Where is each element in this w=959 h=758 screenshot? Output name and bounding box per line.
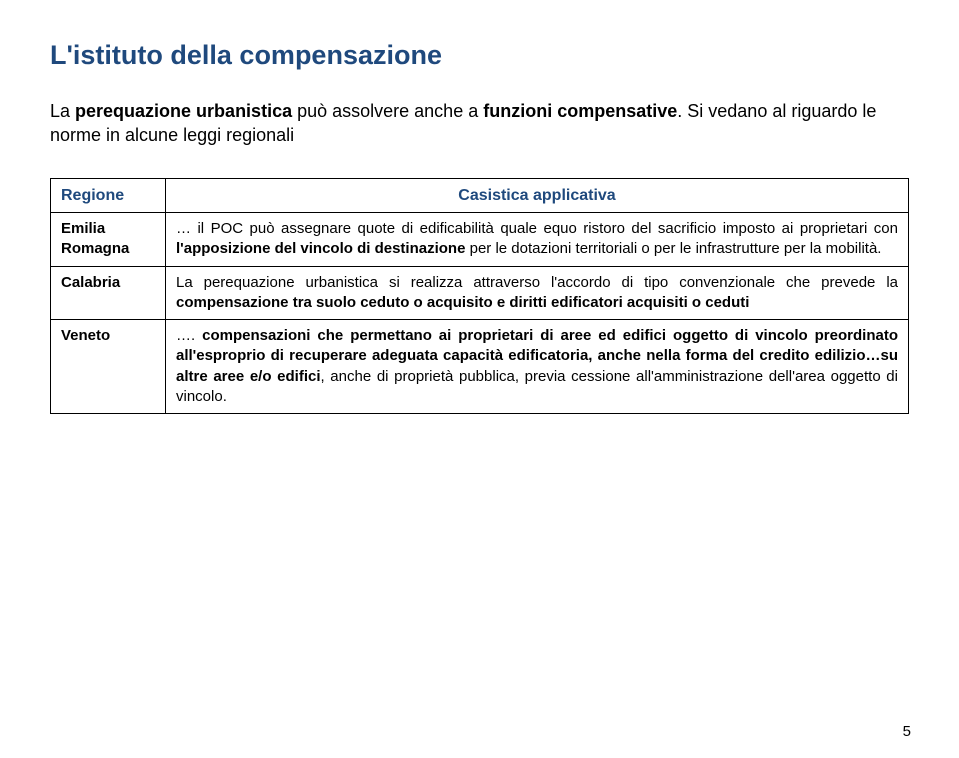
row-text-pre: … il POC può assegnare quote di edificab… bbox=[176, 220, 898, 237]
table-row: Veneto …. compensazioni che permettano a… bbox=[51, 320, 909, 414]
header-casistica: Casistica applicativa bbox=[166, 178, 909, 213]
cell-region: Emilia Romagna bbox=[51, 213, 166, 267]
row-text-pre: …. bbox=[176, 327, 202, 344]
intro-paragraph: La perequazione urbanistica può assolver… bbox=[50, 99, 909, 148]
intro-mid: può assolvere anche a bbox=[292, 101, 483, 121]
row-text-bold1: l'apposizione del vincolo di destinazion… bbox=[176, 240, 465, 257]
table-header-row: Regione Casistica applicativa bbox=[51, 178, 909, 213]
table-row: Emilia Romagna … il POC può assegnare qu… bbox=[51, 213, 909, 267]
page-title: L'istituto della compensazione bbox=[50, 40, 909, 71]
cell-content: … il POC può assegnare quote di edificab… bbox=[166, 213, 909, 267]
row-text-pre: La perequazione urbanistica si realizza … bbox=[176, 274, 898, 291]
cell-content: La perequazione urbanistica si realizza … bbox=[166, 266, 909, 320]
cell-region: Veneto bbox=[51, 320, 166, 414]
cell-content: …. compensazioni che permettano ai propr… bbox=[166, 320, 909, 414]
intro-bold-2: funzioni compensative bbox=[483, 101, 677, 121]
intro-pre: La bbox=[50, 101, 75, 121]
cell-region: Calabria bbox=[51, 266, 166, 320]
header-region: Regione bbox=[51, 178, 166, 213]
row-text-bold1: compensazione tra suolo ceduto o acquisi… bbox=[176, 294, 749, 311]
row-text-mid1: per le dotazioni territoriali o per le i… bbox=[465, 240, 881, 257]
page-number: 5 bbox=[903, 723, 911, 740]
intro-bold-1: perequazione urbanistica bbox=[75, 101, 292, 121]
content-table: Regione Casistica applicativa Emilia Rom… bbox=[50, 178, 909, 415]
table-row: Calabria La perequazione urbanistica si … bbox=[51, 266, 909, 320]
